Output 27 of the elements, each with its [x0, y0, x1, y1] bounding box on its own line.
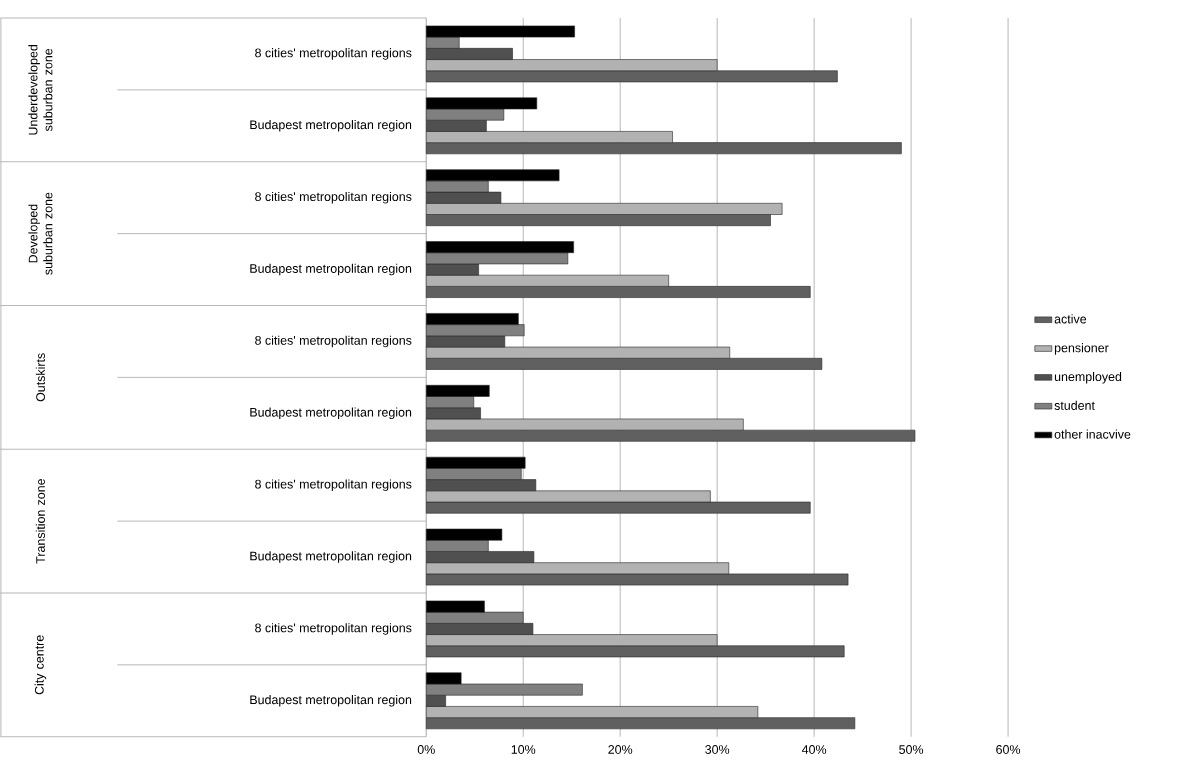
y-tick-label: 8 cities' metropolitan regions [255, 48, 412, 60]
y-tick-label: Budapest metropolitan region [250, 120, 412, 132]
x-tick-label: 30% [705, 745, 730, 755]
text: Outskirts [35, 353, 45, 402]
x-tick-label: 0% [417, 745, 435, 755]
y-tick-label: 8 cities' metropolitan regions [255, 335, 412, 348]
x-tick-label: 40% [801, 745, 827, 755]
text: Developed suburban zone [28, 192, 53, 275]
x-tick-label: 20% [608, 745, 633, 755]
legend-label: active [1054, 314, 1087, 324]
text: Underdeveloped suburban zone [28, 45, 53, 135]
y-tick-label: Budapest metropolitan region [250, 551, 412, 563]
y-tick-label: 8 cities' metropolitan regions [255, 192, 412, 204]
text: Transition zone [35, 479, 45, 564]
y-tick-label: Budapest metropolitan region [250, 263, 412, 276]
legend-label: unemployed [1054, 372, 1122, 384]
x-tick-label: 60% [996, 745, 1021, 755]
y-tick-label: 8 cities' metropolitan regions [255, 479, 412, 492]
text: City centre [34, 635, 47, 695]
y-tick-label: Budapest metropolitan region [250, 695, 412, 707]
y-tick-label: Budapest metropolitan region [250, 407, 412, 420]
x-tick-label: 10% [511, 745, 536, 755]
legend-label: pensioner [1054, 343, 1109, 355]
y-tick-label: 8 cities' metropolitan regions [255, 623, 412, 635]
legend-label: other inacvive [1054, 429, 1131, 439]
x-tick-label: 50% [899, 745, 924, 755]
legend-label: student [1054, 400, 1095, 411]
